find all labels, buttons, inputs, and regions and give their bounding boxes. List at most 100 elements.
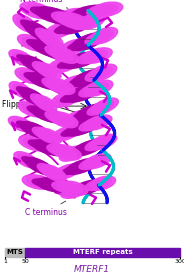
- Ellipse shape: [14, 152, 39, 168]
- Ellipse shape: [45, 46, 74, 61]
- Ellipse shape: [72, 34, 100, 51]
- Ellipse shape: [16, 87, 39, 101]
- Ellipse shape: [92, 2, 123, 16]
- Ellipse shape: [18, 101, 47, 117]
- Ellipse shape: [65, 87, 94, 102]
- Ellipse shape: [85, 178, 112, 191]
- Ellipse shape: [36, 128, 62, 144]
- Ellipse shape: [89, 134, 117, 150]
- Ellipse shape: [57, 181, 88, 196]
- Ellipse shape: [36, 42, 65, 58]
- Ellipse shape: [60, 184, 87, 198]
- Ellipse shape: [67, 52, 98, 67]
- Ellipse shape: [17, 34, 47, 51]
- Ellipse shape: [59, 76, 87, 92]
- Ellipse shape: [13, 52, 38, 67]
- Ellipse shape: [72, 71, 100, 87]
- Ellipse shape: [77, 180, 103, 193]
- Ellipse shape: [32, 179, 63, 189]
- Ellipse shape: [65, 184, 91, 196]
- Ellipse shape: [28, 23, 52, 41]
- Ellipse shape: [24, 123, 50, 139]
- Ellipse shape: [62, 163, 89, 175]
- Ellipse shape: [57, 9, 88, 23]
- Text: MTERF1: MTERF1: [74, 265, 110, 274]
- Text: MTERF repeats: MTERF repeats: [73, 249, 132, 255]
- Ellipse shape: [70, 108, 97, 122]
- Ellipse shape: [36, 108, 65, 123]
- Ellipse shape: [58, 39, 87, 56]
- Ellipse shape: [49, 112, 78, 128]
- Ellipse shape: [74, 85, 104, 98]
- Text: N terminus: N terminus: [20, 0, 68, 8]
- Ellipse shape: [38, 77, 66, 90]
- Ellipse shape: [27, 40, 56, 53]
- Ellipse shape: [45, 111, 73, 125]
- Ellipse shape: [62, 54, 93, 68]
- Ellipse shape: [79, 104, 106, 119]
- Ellipse shape: [87, 101, 114, 115]
- Ellipse shape: [53, 57, 83, 70]
- Ellipse shape: [42, 179, 73, 192]
- Ellipse shape: [77, 69, 104, 85]
- Ellipse shape: [56, 90, 85, 105]
- Ellipse shape: [27, 106, 55, 118]
- Ellipse shape: [57, 12, 90, 29]
- Ellipse shape: [39, 30, 63, 48]
- Ellipse shape: [67, 9, 98, 19]
- Ellipse shape: [23, 104, 51, 118]
- Ellipse shape: [24, 21, 48, 39]
- Ellipse shape: [42, 78, 70, 92]
- Bar: [5, 248, 25, 257]
- Ellipse shape: [20, 2, 53, 19]
- Ellipse shape: [45, 23, 74, 38]
- Ellipse shape: [27, 93, 49, 107]
- Ellipse shape: [47, 144, 77, 158]
- Ellipse shape: [42, 144, 72, 155]
- Ellipse shape: [83, 103, 110, 116]
- Ellipse shape: [19, 135, 48, 151]
- Ellipse shape: [22, 157, 47, 170]
- Ellipse shape: [31, 94, 53, 109]
- Text: 1: 1: [3, 259, 7, 265]
- Ellipse shape: [52, 181, 83, 194]
- Ellipse shape: [27, 177, 58, 189]
- Ellipse shape: [91, 98, 118, 114]
- Ellipse shape: [81, 180, 107, 191]
- Ellipse shape: [84, 80, 113, 96]
- Ellipse shape: [20, 70, 48, 84]
- Ellipse shape: [61, 124, 89, 136]
- Ellipse shape: [66, 121, 94, 136]
- Ellipse shape: [89, 176, 116, 190]
- Ellipse shape: [62, 111, 89, 127]
- Ellipse shape: [73, 181, 99, 195]
- Ellipse shape: [66, 160, 94, 174]
- Ellipse shape: [13, 14, 37, 32]
- Ellipse shape: [61, 90, 90, 102]
- Ellipse shape: [58, 57, 88, 68]
- Ellipse shape: [82, 48, 112, 64]
- Ellipse shape: [57, 125, 85, 139]
- Ellipse shape: [63, 18, 91, 33]
- Ellipse shape: [62, 9, 93, 21]
- Ellipse shape: [54, 22, 82, 34]
- Ellipse shape: [85, 67, 112, 81]
- Ellipse shape: [64, 145, 91, 159]
- Ellipse shape: [76, 14, 105, 29]
- Ellipse shape: [22, 37, 51, 52]
- Ellipse shape: [23, 90, 46, 106]
- Ellipse shape: [12, 119, 38, 133]
- Ellipse shape: [81, 32, 109, 46]
- Ellipse shape: [89, 64, 117, 81]
- Ellipse shape: [70, 85, 99, 101]
- Ellipse shape: [31, 40, 60, 56]
- Ellipse shape: [13, 84, 36, 100]
- Ellipse shape: [52, 145, 81, 160]
- Ellipse shape: [89, 28, 118, 44]
- Ellipse shape: [46, 78, 75, 94]
- Ellipse shape: [37, 178, 68, 192]
- Ellipse shape: [76, 33, 104, 49]
- Ellipse shape: [21, 56, 45, 72]
- Ellipse shape: [72, 53, 102, 64]
- Ellipse shape: [46, 12, 79, 24]
